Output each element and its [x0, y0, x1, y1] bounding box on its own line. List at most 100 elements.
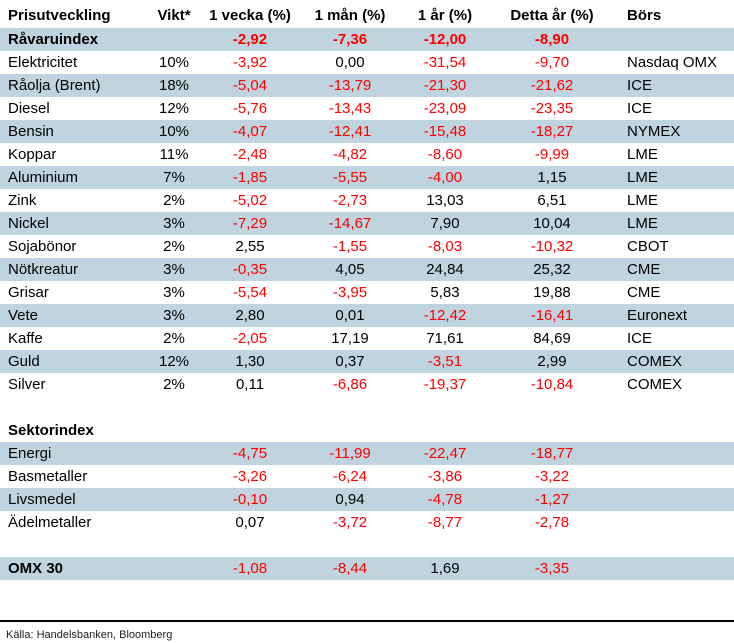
week-change-cell: 2,80 [200, 304, 300, 327]
week-change-cell: 0,07 [235, 514, 265, 531]
row-label: Livsmedel [0, 488, 148, 511]
table-row: Nötkreatur 3% -0,35 4,05 24,84 25,32 CME [0, 258, 734, 281]
year-change-cell: -22,47 [400, 442, 490, 465]
weight-cell [148, 28, 200, 51]
exchange-cell [614, 419, 734, 442]
week-change-cell: -3,26 [232, 468, 268, 485]
ytd-change-cell: 10,04 [490, 212, 614, 235]
ytd-change-cell: 2,99 [490, 350, 614, 373]
row-label: Kaffe [8, 330, 43, 347]
week-change-cell: -0,10 [200, 488, 300, 511]
row-label: Grisar [8, 284, 49, 301]
weight-cell: 12% [148, 350, 200, 373]
ytd-change-cell: 1,15 [490, 166, 614, 189]
table-row: Nickel 3% -7,29 -14,67 7,90 10,04 LME [0, 212, 734, 235]
table-row: Aluminium 7% -1,85 -5,55 -4,00 1,15 LME [0, 166, 734, 189]
ytd-change-cell: -16,41 [490, 304, 614, 327]
weight-cell: 10% [158, 54, 190, 71]
row-label: Ädelmetaller [8, 514, 92, 531]
weight-cell [148, 557, 200, 580]
ytd-change-cell: 84,69 [533, 330, 571, 347]
table-row: Basmetaller -3,26 -6,24 -3,86 -3,22 [0, 465, 734, 488]
month-change-cell [300, 396, 400, 419]
weight-cell [148, 442, 200, 465]
month-change-cell: -6,86 [332, 376, 368, 393]
row-label: Aluminium [0, 166, 148, 189]
month-change-cell: -13,79 [300, 74, 400, 97]
ytd-change-cell: -10,84 [530, 376, 574, 393]
table-row: Elektricitet 10% -3,92 0,00 -31,54 -9,70 Nasda… [0, 51, 734, 74]
row-label: Zink [8, 192, 37, 209]
exchange-cell: LME [627, 192, 658, 209]
year-change-cell: 71,61 [426, 330, 464, 347]
row-label: Elektricitet [8, 54, 78, 71]
row-label: Sojabönor [8, 238, 77, 255]
ytd-change-cell [490, 396, 614, 419]
exchange-cell [614, 28, 734, 51]
table-row: Zink 2% -5,02 -2,73 13,03 6,51 LME [0, 189, 734, 212]
weight-cell: 2% [163, 238, 185, 255]
row-label: Bensin [0, 120, 148, 143]
exchange-cell [614, 442, 734, 465]
weight-cell: 2% [163, 330, 185, 347]
table-row: OMX 30 -1,08 -8,44 1,69 -3,35 [0, 557, 734, 580]
row-label: Energi [0, 442, 148, 465]
weight-cell [148, 511, 200, 534]
month-change-cell: -11,99 [300, 442, 400, 465]
column-header-1-vecka: 1 vecka (%) [209, 7, 291, 24]
row-label: Sektorindex [8, 422, 94, 439]
week-change-cell: -5,02 [232, 192, 268, 209]
ytd-change-cell: -1,27 [490, 488, 614, 511]
row-label: Nötkreatur [0, 258, 148, 281]
year-change-cell: -31,54 [423, 54, 467, 71]
row-label: Koppar [8, 146, 57, 163]
year-change-cell: -12,42 [400, 304, 490, 327]
row-label: Guld [0, 350, 148, 373]
year-change-cell [400, 396, 490, 419]
table-row: Energi -4,75 -11,99 -22,47 -18,77 [0, 442, 734, 465]
year-change-cell: -23,09 [423, 100, 467, 117]
weight-cell: 2% [163, 192, 185, 209]
year-change-cell: -12,00 [400, 28, 490, 51]
exchange-cell [614, 534, 734, 557]
weight-cell: 3% [148, 258, 200, 281]
exchange-cell: LME [614, 212, 734, 235]
year-change-cell [400, 419, 490, 442]
ytd-change-cell: -18,27 [490, 120, 614, 143]
year-change-cell: -8,03 [427, 238, 463, 255]
month-change-cell: -1,55 [332, 238, 368, 255]
table-row: Ädelmetaller 0,07 -3,72 -8,77 -2,78 [0, 511, 734, 534]
year-change-cell: 7,90 [400, 212, 490, 235]
year-change-cell: -19,37 [423, 376, 467, 393]
row-label: Diesel [8, 100, 50, 117]
column-header-1-ar: 1 år (%) [417, 7, 473, 24]
month-change-cell: 0,00 [335, 54, 365, 71]
spacer-row [0, 396, 734, 419]
week-change-cell [200, 396, 300, 419]
year-change-cell: 24,84 [400, 258, 490, 281]
month-change-cell [300, 534, 400, 557]
weight-cell: 3% [163, 284, 185, 301]
year-change-cell: -3,86 [427, 468, 463, 485]
table-header-row: Prisutveckling Vikt* 1 vecka (%) 1 mån (… [0, 0, 734, 28]
exchange-cell [614, 465, 734, 488]
table-row: Kaffe 2% -2,05 17,19 71,61 84,69 ICE [0, 327, 734, 350]
week-change-cell: 2,55 [235, 238, 265, 255]
ytd-change-cell: -3,35 [490, 557, 614, 580]
year-change-cell: -3,51 [400, 350, 490, 373]
table-row: Guld 12% 1,30 0,37 -3,51 2,99 COMEX [0, 350, 734, 373]
week-change-cell [200, 419, 300, 442]
row-label: Vete [0, 304, 148, 327]
week-change-cell: -5,54 [232, 284, 268, 301]
month-change-cell: -7,36 [300, 28, 400, 51]
week-change-cell: -2,92 [200, 28, 300, 51]
row-label [0, 396, 148, 419]
source-note: Källa: Handelsbanken, Bloomberg [6, 629, 173, 641]
weight-cell: 7% [148, 166, 200, 189]
table-body: Råvaruindex -2,92 -7,36 -12,00 -8,90 Elektric… [0, 28, 734, 580]
weight-cell [148, 396, 200, 419]
exchange-cell: LME [627, 146, 658, 163]
week-change-cell: -1,08 [200, 557, 300, 580]
weight-cell: 3% [148, 212, 200, 235]
ytd-change-cell: 25,32 [490, 258, 614, 281]
